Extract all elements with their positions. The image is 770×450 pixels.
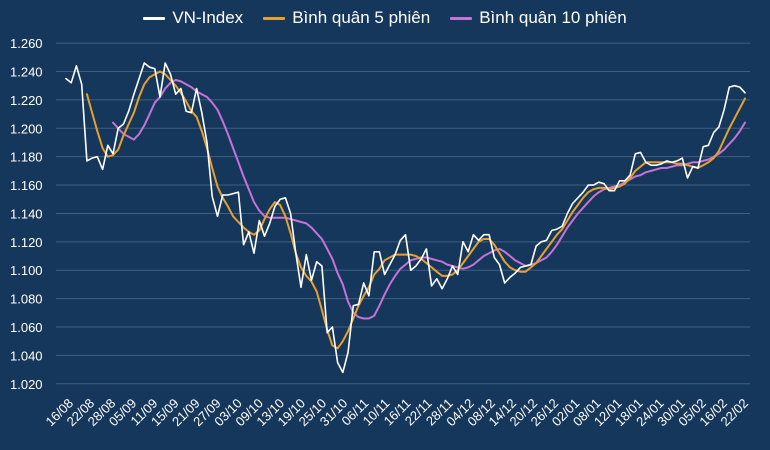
legend-swatch-ma10 [450,16,473,20]
series-line-ma5 [85,70,746,350]
y-tick-label: 1.240 [10,64,43,79]
legend-swatch-ma5 [263,16,286,20]
y-tick-label: 1.220 [10,93,43,108]
y-tick-label: 1.020 [10,377,43,392]
y-tick-label: 1.040 [10,348,43,363]
y-tick-label: 1.160 [10,178,43,193]
legend-label-ma10: Bình quân 10 phiên [479,8,627,27]
series-line-ma10 [112,79,746,320]
legend-item-ma5[interactable]: Bình quân 5 phiên [263,8,430,28]
y-axis-ticks: 1.020 1.040 1.060 1.080 1.100 1.120 1.140 1.160… [10,36,43,392]
legend-label-ma5: Bình quân 5 phiên [292,8,431,27]
y-tick-label: 1.260 [10,36,43,51]
series-layer [65,62,746,374]
y-tick-label: 1.200 [10,121,43,136]
y-tick-label: 1.100 [10,263,43,278]
legend: VN-Index Bình quân 5 phiên Bình quân 10 … [0,8,770,28]
y-tick-label: 1.080 [10,292,43,307]
x-axis-ticks: 16/0822/0828/0805/0911/0915/0921/0927/09… [43,396,752,430]
y-tick-label: 1.140 [10,206,43,221]
legend-label-vnindex: VN-Index [172,8,244,27]
series-line-vnindex [65,62,746,374]
legend-item-vnindex[interactable]: VN-Index [143,8,243,28]
grid-layer [56,42,750,385]
y-tick-label: 1.120 [10,235,43,250]
y-tick-label: 1.180 [10,150,43,165]
legend-swatch-vnindex [143,16,166,20]
y-tick-label: 1.060 [10,320,43,335]
legend-item-ma10[interactable]: Bình quân 10 phiên [450,8,627,28]
